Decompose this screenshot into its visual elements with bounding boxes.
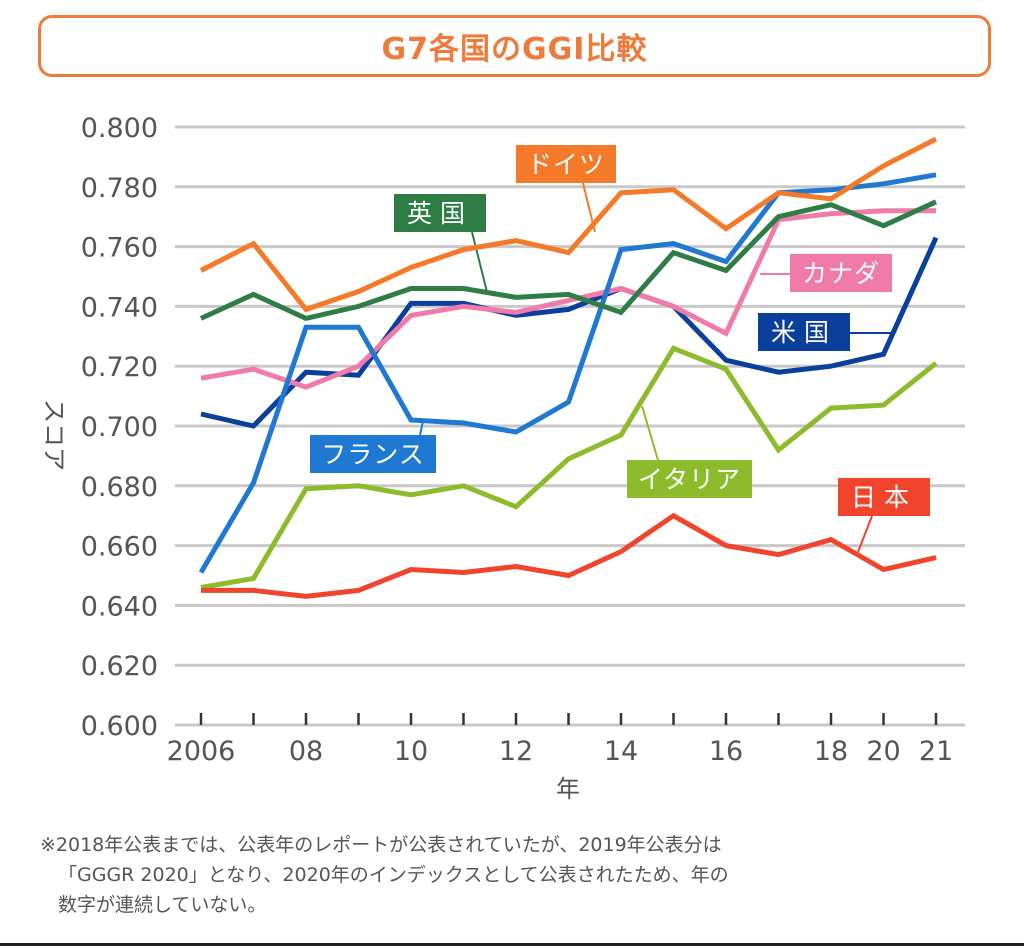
- gridlines: [175, 125, 965, 727]
- line-chart: 0.600 0.620 0.640 0.660 0.680 0.700 0.720 0.740…: [40, 113, 965, 803]
- label-leader-line: [419, 420, 424, 436]
- series-label-text: 英国: [407, 199, 473, 228]
- footnote: ※2018年公表までは、公表年のレポートが公表されていたが、2019年公表分は …: [40, 830, 1010, 920]
- label-leader-line: [641, 405, 659, 461]
- series-label-box: [310, 435, 436, 473]
- series-label-text: 米国: [771, 318, 837, 347]
- series-line: [201, 512, 937, 599]
- label-leader-line: [857, 515, 873, 553]
- x-tick-label: 16: [709, 736, 743, 767]
- y-tick-label: 0.600: [81, 711, 158, 742]
- x-tick-label: 14: [604, 736, 638, 767]
- series-lines: [198, 136, 939, 599]
- series-label-text: イタリア: [638, 465, 741, 494]
- y-tick-label: 0.720: [81, 352, 158, 383]
- x-tick-label: 2006: [167, 736, 236, 767]
- series-label-box: [790, 254, 892, 292]
- y-tick-label: 0.660: [81, 532, 158, 563]
- series-label-text: 日本: [851, 483, 917, 512]
- series-label-text: カナダ: [802, 259, 880, 288]
- chart-title-box: G7各国のGGI比較: [38, 15, 991, 77]
- y-tick-label: 0.760: [81, 233, 158, 264]
- x-tick-label: 08: [289, 736, 323, 767]
- y-tick-label: 0.620: [81, 651, 158, 682]
- series-label: 日本: [838, 478, 930, 516]
- footnote-line-3: 数字が連続していない。: [58, 894, 267, 916]
- label-leader-line: [471, 231, 488, 293]
- series-label-box: [627, 460, 752, 498]
- series-label-box: [838, 478, 930, 516]
- y-tick-label: 0.740: [81, 292, 158, 323]
- x-tick-label: 12: [499, 736, 533, 767]
- series-label: フランス: [310, 435, 436, 473]
- x-tick-label: 21: [919, 736, 953, 767]
- series-label: 英国: [394, 194, 486, 232]
- series-label-box: [394, 194, 486, 232]
- series-line: [200, 345, 938, 590]
- series-label-box: [758, 313, 850, 351]
- series-label: カナダ: [790, 254, 892, 292]
- y-axis-label: スコア: [40, 399, 68, 471]
- y-tick-label: 0.800: [81, 113, 158, 144]
- x-axis: 2006 08 10 12 14 16 18 20 21: [167, 713, 953, 767]
- x-axis-label: 年: [556, 775, 580, 803]
- series-label: ドイツ: [516, 145, 616, 183]
- y-axis-tick-labels: 0.600 0.620 0.640 0.660 0.680 0.700 0.720 0.740…: [81, 113, 158, 742]
- series-label-box: [516, 145, 616, 183]
- y-tick-label: 0.640: [81, 591, 158, 622]
- chart-title: G7各国のGGI比較: [381, 32, 648, 67]
- x-tick-label: 18: [814, 736, 848, 767]
- x-tick-label: 20: [866, 736, 900, 767]
- series-line: [198, 172, 937, 574]
- series-label-text: ドイツ: [527, 150, 605, 179]
- y-tick-label: 0.780: [81, 173, 158, 204]
- series-label-text: フランス: [321, 440, 425, 469]
- series-label: 米国: [758, 313, 850, 351]
- series-line: [200, 208, 936, 390]
- series-line: [200, 236, 939, 429]
- x-tick-label: 10: [394, 736, 428, 767]
- series-line: [199, 136, 938, 313]
- footnote-line-2: 「GGGR 2020」となり、2020年のインデックスとして公表されたため、年の: [58, 864, 729, 886]
- series-line: [199, 199, 938, 322]
- footnote-line-1: ※2018年公表までは、公表年のレポートが公表されていたが、2019年公表分は: [40, 834, 722, 856]
- bottom-divider: [0, 943, 1024, 946]
- y-tick-label: 0.700: [81, 412, 158, 443]
- y-tick-label: 0.680: [81, 472, 158, 503]
- series-label: イタリア: [627, 460, 752, 498]
